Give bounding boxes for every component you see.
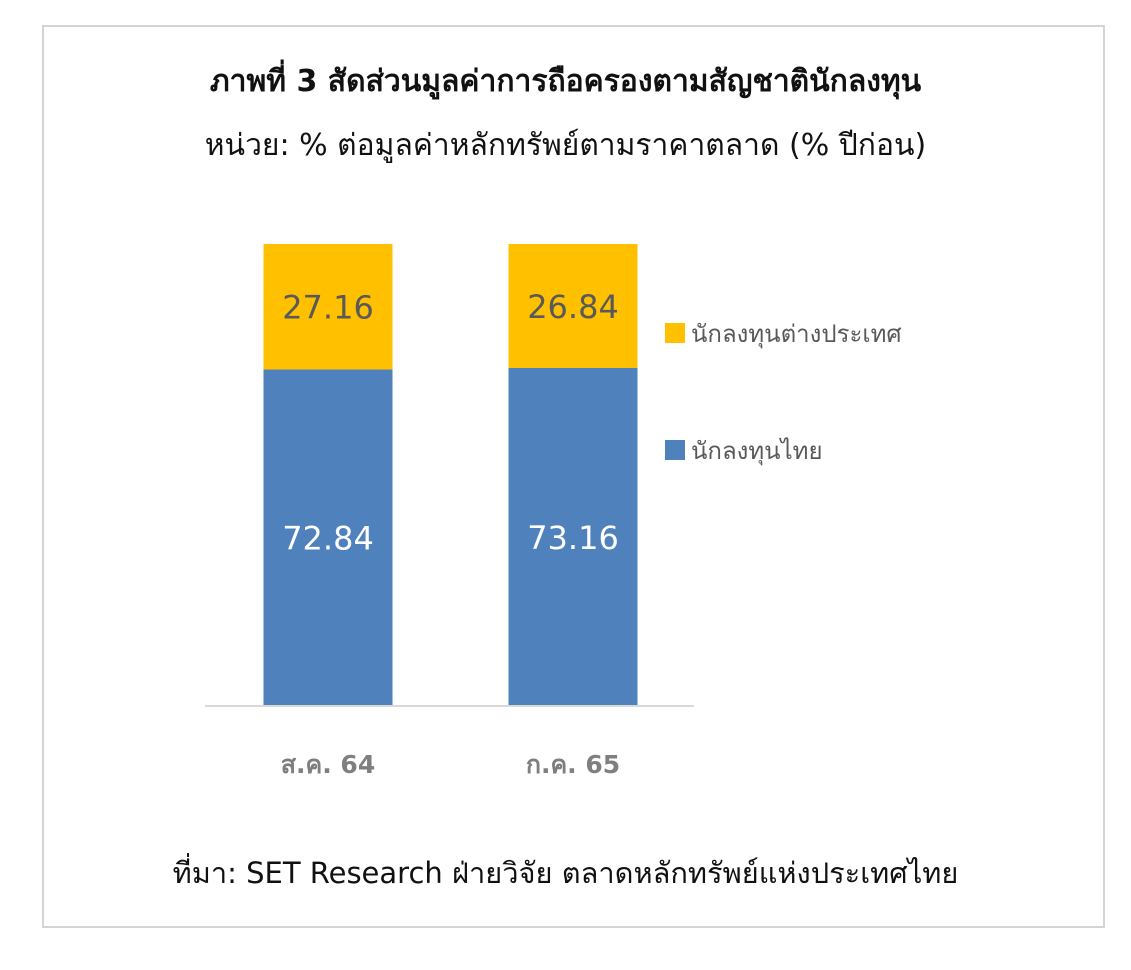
x-tick-label-2: ก.ค. 65	[526, 750, 620, 779]
data-label-thai-1: 72.84	[282, 520, 374, 558]
bar-segment-thai-2	[508, 368, 638, 706]
legend-swatch-thai	[665, 440, 685, 460]
data-label-foreign-2: 26.84	[527, 288, 619, 326]
data-label-thai-2: 73.16	[527, 519, 619, 557]
chart-title: ภาพที่ 3 สัดส่วนมูลค่าการถือครองตามสัญชา…	[209, 64, 922, 99]
legend-label-foreign: นักลงทุนต่างประเทศ	[691, 319, 902, 348]
source-note: ที่มา: SET Research ฝ่ายวิจัย ตลาดหลักทร…	[172, 856, 959, 890]
data-label-foreign-1: 27.16	[282, 289, 374, 327]
chart-subtitle: หน่วย: % ต่อมูลค่าหลักทรัพย์ตามราคาตลาด …	[204, 128, 927, 163]
x-tick-label-1: ส.ค. 64	[281, 750, 375, 779]
bar-segment-foreign-2	[508, 244, 638, 369]
legend-item-thai: นักลงทุนไทย	[665, 435, 823, 465]
bar-segment-foreign-1	[263, 244, 393, 370]
legend-item-foreign: นักลงทุนต่างประเทศ	[665, 318, 902, 348]
legend-swatch-foreign	[665, 323, 685, 343]
legend-label-thai: นักลงทุนไทย	[691, 436, 823, 465]
bar-segment-thai-1	[263, 369, 393, 706]
